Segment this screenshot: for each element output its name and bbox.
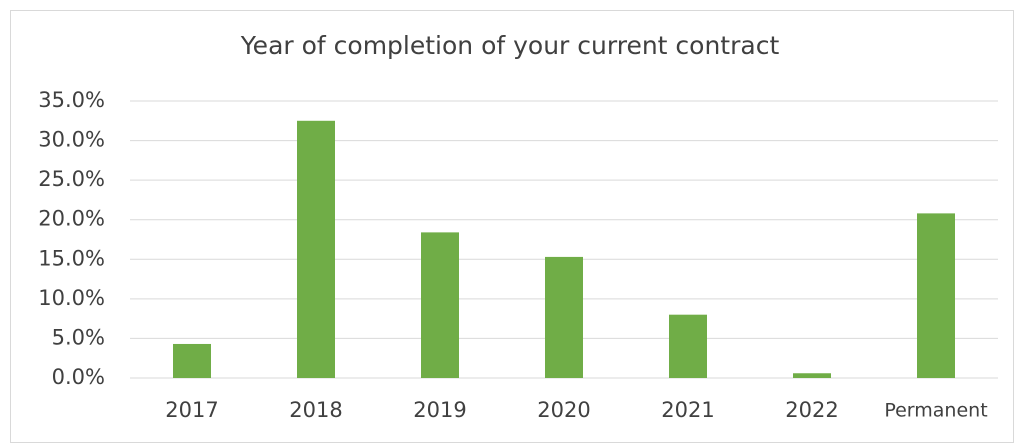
bar <box>545 256 583 378</box>
bar <box>421 232 459 378</box>
bar <box>173 343 211 378</box>
y-tick-label: 15.0% <box>38 246 105 270</box>
x-tick-label: 2022 <box>785 398 838 422</box>
bar <box>297 120 335 379</box>
y-tick-label: 0.0% <box>52 365 105 389</box>
x-tick-label: Permanent <box>884 400 987 422</box>
x-tick-label: 2019 <box>413 398 466 422</box>
x-tick-label: 2021 <box>661 398 714 422</box>
x-tick-label: 2017 <box>165 398 218 422</box>
x-tick-label: 2018 <box>289 398 342 422</box>
y-tick-label: 10.0% <box>38 286 105 310</box>
chart-title: Year of completion of your current contr… <box>240 31 780 60</box>
x-tick-label: 2020 <box>537 398 590 422</box>
bar <box>917 213 955 378</box>
y-tick-label: 25.0% <box>38 167 105 191</box>
y-tick-label: 35.0% <box>38 88 105 112</box>
y-tick-label: 30.0% <box>38 128 105 152</box>
y-tick-label: 20.0% <box>38 207 105 231</box>
bar <box>793 373 831 378</box>
y-tick-label: 5.0% <box>52 325 105 349</box>
bar <box>669 314 707 378</box>
